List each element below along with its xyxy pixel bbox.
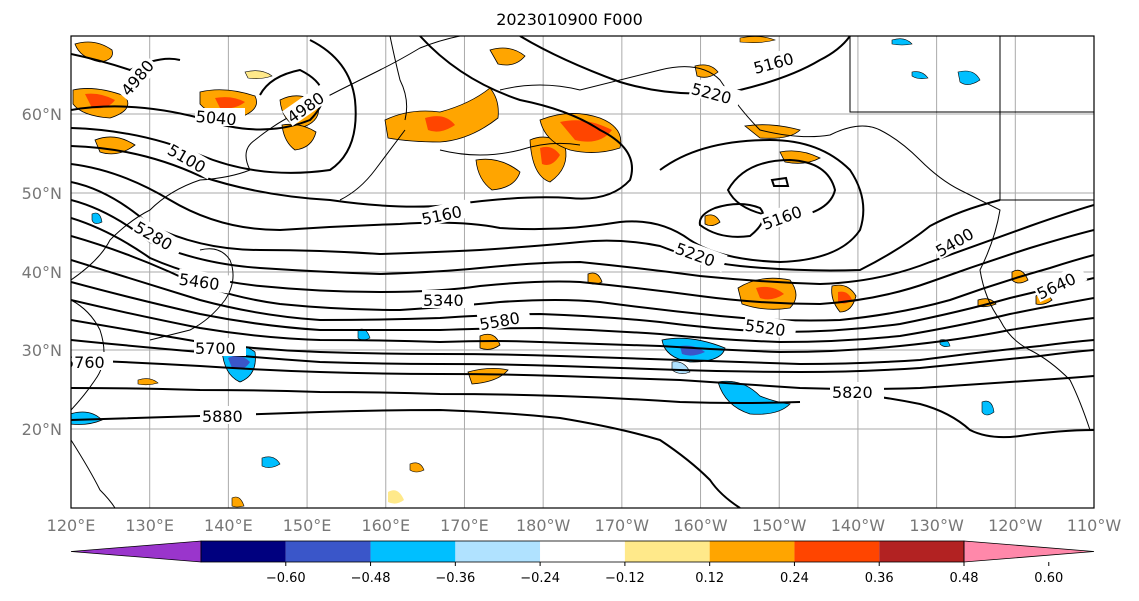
lat-tick-label: 60°N [22, 105, 62, 124]
latitude-tick-labels: 60°N 50°N 40°N 30°N 20°N [22, 105, 62, 439]
colorbar-tick-label: 0.36 [865, 571, 894, 586]
lat-tick-label: 50°N [22, 184, 62, 203]
colorbar-extend-high [963, 540, 1095, 563]
lat-tick-label: 40°N [22, 263, 62, 282]
colorbar-segment [794, 541, 880, 562]
colorbar-segment [879, 541, 964, 562]
colorbar-tick-label: 0.24 [780, 571, 809, 586]
contour-label: 5040 [195, 107, 237, 129]
lat-tick-label: 30°N [22, 341, 62, 360]
colorbar-segment [370, 541, 456, 562]
lon-tick-label: 150°W [752, 516, 807, 535]
lon-tick-label: 130°E [125, 516, 174, 535]
colorbar-outline [200, 540, 965, 563]
contour-label: 5340 [423, 291, 464, 310]
map-title: 2023010900 F000 [496, 10, 643, 29]
lat-tick-label: 20°N [22, 420, 62, 439]
longitude-tick-labels: 120°E 130°E 140°E 150°E 160°E 170°E 180°W 170°W… [47, 516, 1122, 535]
lon-tick-label: 140°E [204, 516, 253, 535]
colorbar-segment [624, 541, 710, 562]
lon-tick-label: 140°W [831, 516, 886, 535]
colorbar-tick-label: −0.24 [520, 571, 560, 586]
contour-label: 5820 [832, 383, 873, 402]
contour-label: 5760 [64, 353, 105, 372]
lon-tick-label: 150°E [283, 516, 332, 535]
colorbar-segment [540, 541, 625, 562]
colorbar-segment [455, 541, 541, 562]
colorbar-tick-label: −0.36 [435, 571, 475, 586]
colorbar-segment [285, 541, 371, 562]
lon-tick-label: 120°E [47, 516, 96, 535]
colorbar-tick-label: 0.48 [950, 571, 979, 586]
colorbar: −0.60 −0.48 −0.36 −0.24 −0.12 0.12 0.24 0.36 0.4… [70, 540, 1095, 586]
colorbar-tick-label: 0.12 [695, 571, 724, 586]
lon-tick-label: 160°E [361, 516, 410, 535]
colorbar-tick-label: −0.48 [351, 571, 391, 586]
colorbar-segment [201, 541, 286, 562]
contour-label: 5880 [202, 407, 243, 426]
colorbar-tick-label: −0.60 [266, 571, 306, 586]
lon-tick-label: 110°W [1067, 516, 1122, 535]
lon-tick-label: 170°E [440, 516, 489, 535]
lon-tick-label: 160°W [673, 516, 728, 535]
colorbar-extend-low [70, 540, 202, 563]
map-frame [70, 35, 1095, 509]
colorbar-tick-label: −0.12 [605, 571, 645, 586]
lon-tick-label: 120°W [988, 516, 1043, 535]
contour-labels: 4980 5040 4980 5100 5160 5220 5160 5160 … [64, 45, 1088, 426]
colorbar-segment [709, 541, 795, 562]
lon-tick-label: 180°W [516, 516, 571, 535]
height-contours [71, 36, 1094, 508]
lon-tick-label: 170°W [595, 516, 650, 535]
contour-label: 5700 [195, 339, 236, 358]
colorbar-tick-label: 0.60 [1034, 571, 1063, 586]
gridlines [71, 36, 1094, 508]
lon-tick-label: 130°W [909, 516, 964, 535]
